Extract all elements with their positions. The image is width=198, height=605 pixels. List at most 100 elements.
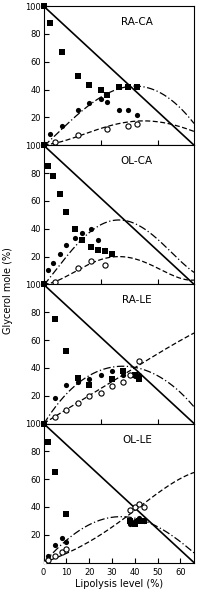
- Point: [42, 419, 45, 428]
- Point: [104, 244, 107, 254]
- Point: [90, 256, 93, 266]
- Point: [110, 381, 113, 391]
- Point: [81, 235, 84, 244]
- Point: [47, 555, 50, 564]
- Point: [138, 513, 141, 523]
- Point: [126, 121, 129, 131]
- Point: [122, 370, 125, 380]
- Point: [133, 519, 136, 529]
- Point: [58, 189, 61, 198]
- Point: [53, 467, 57, 477]
- Point: [104, 260, 107, 270]
- Point: [138, 374, 141, 384]
- Point: [106, 90, 109, 100]
- Point: [133, 502, 136, 512]
- Point: [42, 280, 45, 289]
- Point: [76, 377, 79, 387]
- Point: [122, 377, 125, 387]
- Point: [88, 80, 91, 90]
- Point: [47, 266, 50, 275]
- Point: [133, 370, 136, 380]
- Point: [65, 241, 68, 250]
- Point: [129, 370, 132, 380]
- Point: [74, 234, 77, 243]
- Point: [135, 110, 139, 119]
- Point: [74, 224, 77, 234]
- Point: [42, 280, 45, 289]
- Point: [81, 228, 84, 238]
- Point: [138, 516, 141, 526]
- Point: [110, 366, 113, 376]
- Point: [76, 105, 79, 115]
- Point: [133, 516, 136, 526]
- Point: [47, 161, 50, 171]
- Point: [65, 405, 68, 414]
- Point: [142, 502, 146, 512]
- Point: [117, 82, 120, 91]
- Text: RA-CA: RA-CA: [121, 17, 153, 27]
- Point: [47, 551, 50, 560]
- Point: [76, 398, 79, 408]
- Point: [104, 246, 107, 256]
- Text: OL-CA: OL-CA: [121, 156, 153, 166]
- Text: RA-LE: RA-LE: [122, 295, 152, 306]
- Point: [99, 85, 102, 94]
- Point: [88, 99, 91, 108]
- Point: [49, 18, 52, 28]
- Point: [117, 105, 120, 115]
- Point: [47, 437, 50, 446]
- Text: Glycerol mole (%): Glycerol mole (%): [3, 247, 13, 334]
- Point: [97, 244, 100, 254]
- Point: [88, 380, 91, 390]
- Point: [88, 374, 91, 384]
- Text: OL-LE: OL-LE: [122, 434, 152, 445]
- Point: [135, 82, 139, 91]
- Point: [58, 249, 61, 258]
- Point: [76, 373, 79, 382]
- Point: [76, 131, 79, 140]
- Point: [110, 374, 113, 384]
- Point: [65, 346, 68, 356]
- Point: [99, 370, 102, 380]
- Point: [126, 105, 129, 115]
- Point: [53, 137, 57, 147]
- Point: [53, 314, 57, 324]
- Point: [53, 276, 57, 286]
- Point: [106, 123, 109, 133]
- Point: [60, 533, 63, 543]
- Point: [76, 71, 79, 80]
- Point: [129, 505, 132, 515]
- Point: [129, 516, 132, 526]
- Point: [65, 537, 68, 547]
- Point: [53, 394, 57, 404]
- Point: [76, 263, 79, 272]
- Point: [42, 140, 45, 150]
- Point: [60, 47, 63, 57]
- Point: [53, 411, 57, 421]
- Point: [133, 371, 136, 381]
- Point: [42, 140, 45, 150]
- Point: [90, 242, 93, 252]
- Point: [60, 121, 63, 131]
- Point: [129, 519, 132, 529]
- Point: [90, 224, 93, 234]
- Point: [135, 120, 139, 129]
- Point: [42, 1, 45, 11]
- Point: [51, 259, 54, 269]
- Point: [65, 544, 68, 554]
- Point: [138, 499, 141, 509]
- Point: [53, 540, 57, 549]
- Point: [60, 547, 63, 557]
- Point: [42, 558, 45, 567]
- Point: [138, 356, 141, 365]
- Point: [106, 97, 109, 107]
- Point: [53, 551, 57, 560]
- Point: [142, 516, 146, 526]
- Point: [138, 370, 141, 380]
- Point: [88, 391, 91, 401]
- Point: [99, 388, 102, 397]
- Point: [49, 129, 52, 139]
- Point: [110, 249, 113, 258]
- Point: [65, 509, 68, 518]
- Point: [99, 94, 102, 104]
